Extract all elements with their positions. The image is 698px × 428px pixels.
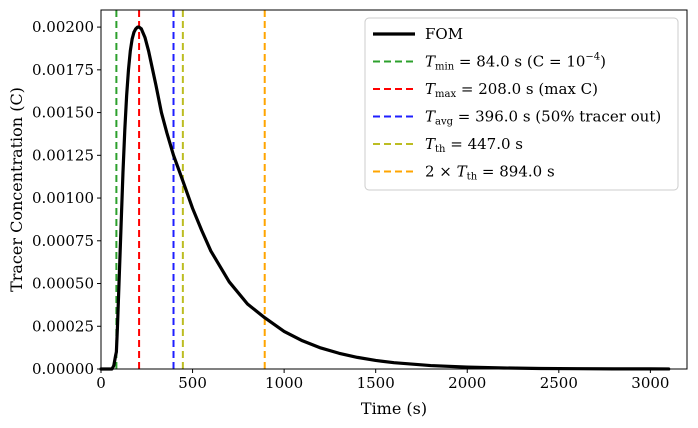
y-tick-label: 0.00100 — [32, 189, 94, 207]
legend-label-fom: FOM — [425, 25, 463, 43]
x-tick-label: 1500 — [357, 374, 395, 392]
y-tick-label: 0.00125 — [32, 146, 94, 164]
vertical-lines — [115, 10, 266, 369]
x-axis-ticks: 0 500 1000 1500 2000 2500 3000 — [96, 369, 669, 392]
y-tick-label: 0.00200 — [32, 18, 94, 36]
x-tick-label: 0 — [96, 374, 106, 392]
legend-label-th: Tth = 447.0 s — [425, 135, 523, 155]
x-tick-label: 1000 — [265, 374, 303, 392]
x-tick-label: 500 — [178, 374, 207, 392]
legend-label-max: Tmax = 208.0 s (max C) — [425, 80, 598, 100]
y-tick-label: 0.00025 — [32, 317, 94, 335]
legend-label-th-double: 2 × Tth = 894.0 s — [425, 163, 555, 183]
series-group — [99, 25, 671, 371]
y-axis-label: Tracer Concentration (C) — [7, 87, 26, 292]
x-axis-label: Time (s) — [361, 399, 427, 418]
legend: FOM Tmin = 84.0 s (C = 10−4) Tmax = 208.0 … — [364, 17, 679, 191]
x-tick-label: 2500 — [540, 374, 578, 392]
x-tick-label: 2000 — [448, 374, 486, 392]
y-tick-label: 0.00150 — [32, 104, 94, 122]
x-tick-label: 3000 — [631, 374, 669, 392]
y-tick-label: 0.00075 — [32, 232, 94, 250]
y-tick-label: 0.00175 — [32, 61, 94, 79]
legend-label-avg: Tavg = 396.0 s (50% tracer out) — [425, 108, 661, 128]
plot-frame — [100, 9, 688, 370]
y-tick-label: 0.00000 — [32, 360, 94, 378]
y-tick-label: 0.00050 — [32, 275, 94, 293]
legend-box — [364, 17, 679, 191]
series-line-fom — [99, 25, 671, 371]
legend-label-min: Tmin = 84.0 s (C = 10−4) — [425, 52, 606, 73]
y-axis-ticks: 0.00000 0.00025 0.00050 0.00075 0.00100 0.001… — [32, 18, 101, 378]
